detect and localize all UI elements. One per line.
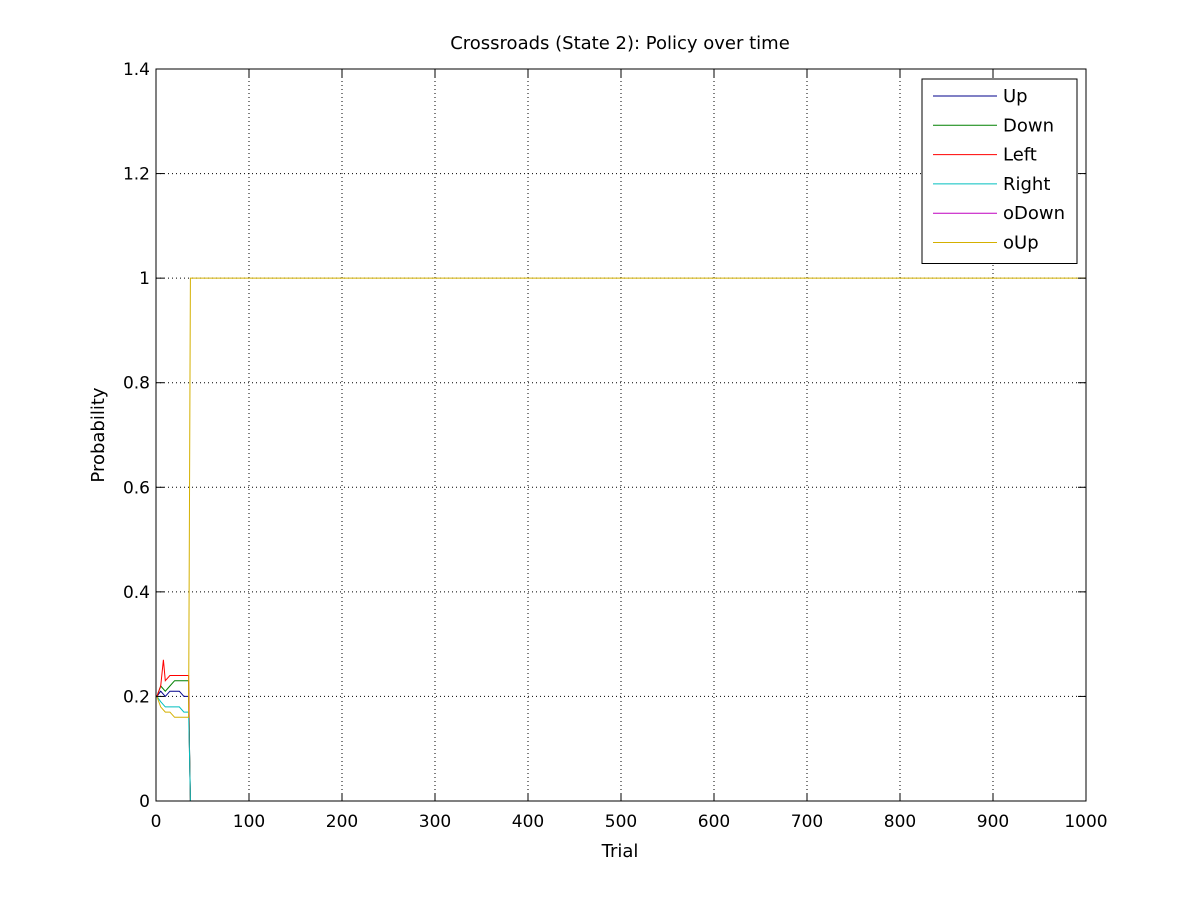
y-tick-label: 1.2 [123,165,150,185]
x-tick-label: 0 [151,812,162,832]
y-tick-label: 0 [139,792,150,812]
x-tick-label: 1000 [1064,812,1107,832]
x-tick-label: 900 [977,812,1009,832]
y-tick-label: 1.4 [123,60,150,80]
legend-label: Down [1003,115,1054,136]
chart-title: Crossroads (State 2): Policy over time [450,33,790,54]
y-tick-label: 0.2 [123,687,150,707]
legend-label: Right [1003,174,1050,195]
x-tick-label: 800 [884,812,916,832]
y-tick-label: 0.8 [123,374,150,394]
y-axis-label: Probability [88,387,109,482]
x-tick-label: 300 [419,812,451,832]
legend-label: oDown [1003,203,1065,224]
x-axis-label: Trial [601,841,639,862]
x-tick-label: 700 [791,812,823,832]
series-line-oup [156,277,1086,718]
y-tick-label: 0.6 [123,478,150,498]
x-tick-label: 200 [326,812,358,832]
legend-label: Up [1003,86,1028,107]
y-tick-label: 0.4 [123,583,150,603]
x-tick-label: 400 [512,812,544,832]
legend: Up Down Left Right oDown oUp [921,78,1078,264]
x-tick-label: 500 [605,812,637,832]
ticks: 0 100 200 300 400 500 600 700 800 900 1000 0 0.2 0.4 0… [123,60,1108,832]
legend-label: oUp [1003,233,1039,254]
x-tick-label: 600 [698,812,730,832]
legend-label: Left [1003,145,1037,166]
y-tick-label: 1 [139,269,150,289]
legend-box [921,78,1078,264]
x-tick-label: 100 [233,812,265,832]
